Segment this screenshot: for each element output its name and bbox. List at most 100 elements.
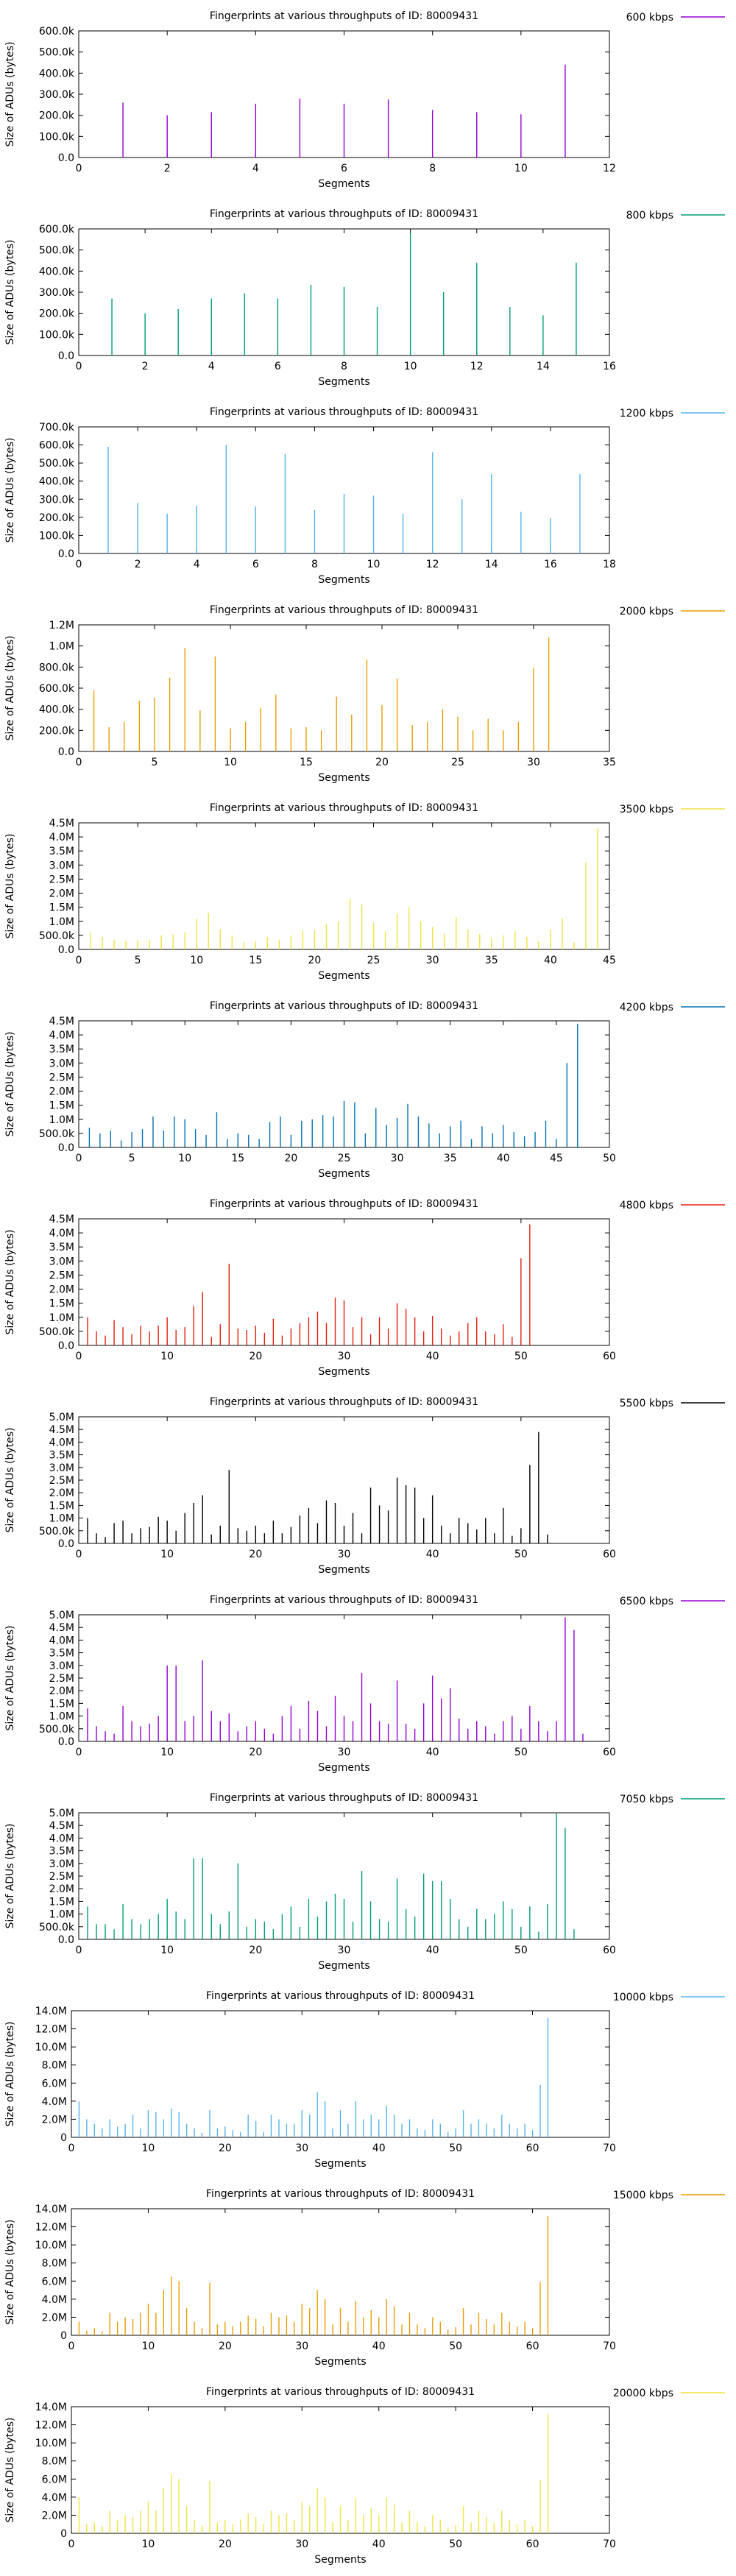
y-tick-label: 3.0M [49, 1660, 74, 1672]
y-tick-label: 200.0k [39, 308, 75, 320]
y-tick-label: 4.0M [49, 1437, 74, 1448]
x-tick-label: 45 [550, 1153, 563, 1164]
y-tick-label: 1.0M [49, 1513, 74, 1525]
x-axis-label: Segments [314, 2158, 366, 2170]
chart-title: Fingerprints at various throughputs of I… [210, 1396, 478, 1408]
y-tick-label: 400.0k [39, 704, 75, 716]
x-tick-label: 0 [76, 1549, 82, 1560]
y-tick-label: 2.0M [42, 2114, 67, 2126]
chart-title: Fingerprints at various throughputs of I… [206, 2386, 475, 2398]
y-tick-label: 4.5M [49, 1622, 74, 1634]
x-tick-label: 0 [76, 1351, 82, 1362]
x-tick-label: 0 [68, 2340, 75, 2352]
x-tick-label: 20 [375, 757, 389, 768]
chart-6: Fingerprints at various throughputs of I… [4, 1000, 725, 1180]
x-tick-label: 10 [178, 1153, 191, 1164]
x-tick-label: 15 [300, 757, 313, 768]
y-tick-label: 1.0M [49, 1312, 74, 1324]
x-tick-label: 2 [142, 361, 149, 372]
chart-8: Fingerprints at various throughputs of I… [4, 1396, 725, 1576]
y-tick-label: 5.0M [49, 1808, 74, 1819]
y-tick-label: 700.0k [39, 422, 75, 434]
y-tick-label: 1.5M [49, 902, 74, 914]
y-tick-label: 600.0k [39, 440, 75, 452]
y-tick-label: 1.0M [49, 916, 74, 928]
x-tick-label: 18 [603, 559, 616, 570]
x-tick-label: 16 [544, 559, 557, 570]
x-tick-label: 5 [152, 757, 158, 768]
legend-label: 4200 kbps [620, 1002, 673, 1013]
y-tick-label: 4.0M [42, 2096, 67, 2108]
chart-10: Fingerprints at various throughputs of I… [4, 1792, 725, 1972]
x-tick-label: 10 [142, 2340, 155, 2352]
x-axis-label: Segments [314, 2356, 366, 2368]
x-tick-label: 6 [341, 163, 347, 174]
y-tick-label: 6.0M [42, 2078, 67, 2090]
x-axis-label: Segments [318, 1564, 369, 1576]
y-tick-label: 1.5M [49, 1298, 74, 1310]
y-axis-label: Size of ADUs (bytes) [4, 2220, 16, 2325]
y-tick-label: 0 [60, 2330, 67, 2342]
x-tick-label: 20 [249, 1549, 262, 1560]
y-tick-label: 800.0k [39, 662, 75, 673]
x-tick-label: 25 [451, 757, 464, 768]
y-tick-label: 3.5M [49, 1846, 74, 1858]
x-axis-label: Segments [318, 1960, 369, 1972]
chart-title: Fingerprints at various throughputs of I… [206, 1990, 475, 2002]
x-tick-label: 8 [429, 163, 436, 174]
y-tick-label: 0 [60, 2132, 67, 2144]
y-tick-label: 1.0M [49, 641, 74, 653]
y-tick-label: 2.0M [49, 1086, 74, 1098]
x-tick-label: 40 [426, 1945, 439, 1956]
y-tick-label: 400.0k [39, 68, 75, 79]
y-tick-label: 300.0k [39, 89, 75, 101]
y-tick-label: 10.0M [35, 2042, 67, 2053]
y-tick-label: 3.5M [49, 1450, 74, 1462]
chart-7: Fingerprints at various throughputs of I… [4, 1198, 725, 1378]
x-tick-label: 30 [338, 1747, 351, 1758]
x-tick-label: 12 [603, 163, 616, 174]
chart-12: Fingerprints at various throughputs of I… [4, 2188, 725, 2368]
x-tick-label: 25 [338, 1153, 351, 1164]
y-tick-label: 4.0M [49, 832, 74, 843]
x-tick-label: 14 [537, 361, 550, 372]
x-tick-label: 0 [76, 1153, 82, 1164]
x-tick-label: 0 [68, 2538, 75, 2550]
chart-title: Fingerprints at various throughputs of I… [206, 2188, 475, 2200]
x-tick-label: 4 [208, 361, 215, 372]
y-tick-label: 2.0M [42, 2510, 67, 2522]
x-tick-label: 60 [526, 2538, 539, 2550]
x-tick-label: 35 [603, 757, 616, 768]
y-axis-label: Size of ADUs (bytes) [4, 42, 16, 147]
y-tick-label: 0 [60, 2528, 67, 2540]
x-tick-label: 30 [338, 1945, 351, 1956]
x-tick-label: 0 [68, 2142, 75, 2154]
x-tick-label: 0 [76, 1747, 82, 1758]
x-tick-label: 5 [135, 955, 141, 966]
y-tick-label: 8.0M [42, 2456, 67, 2468]
x-tick-label: 50 [514, 1945, 528, 1956]
y-tick-label: 500.0k [39, 458, 75, 470]
x-tick-label: 50 [514, 1351, 528, 1362]
x-tick-label: 20 [249, 1747, 262, 1758]
x-tick-label: 2 [164, 163, 171, 174]
x-tick-label: 20 [219, 2340, 232, 2352]
x-tick-label: 30 [527, 757, 540, 768]
x-tick-label: 40 [426, 1747, 439, 1758]
y-tick-label: 2.0M [49, 1883, 74, 1895]
y-tick-label: 600.0k [39, 683, 75, 695]
x-tick-label: 60 [603, 1945, 616, 1956]
y-tick-label: 4.5M [49, 1214, 74, 1225]
x-tick-label: 10 [224, 757, 237, 768]
x-tick-label: 40 [372, 2142, 386, 2154]
x-tick-label: 20 [249, 1351, 262, 1362]
x-tick-label: 70 [603, 2538, 616, 2550]
y-tick-label: 1.0M [49, 1711, 74, 1723]
chart-title: Fingerprints at various throughputs of I… [210, 10, 478, 22]
x-tick-label: 70 [603, 2142, 616, 2154]
x-tick-label: 60 [526, 2340, 539, 2352]
chart-title: Fingerprints at various throughputs of I… [210, 604, 478, 616]
y-tick-label: 2.5M [49, 1673, 74, 1685]
x-tick-label: 0 [76, 1945, 82, 1956]
